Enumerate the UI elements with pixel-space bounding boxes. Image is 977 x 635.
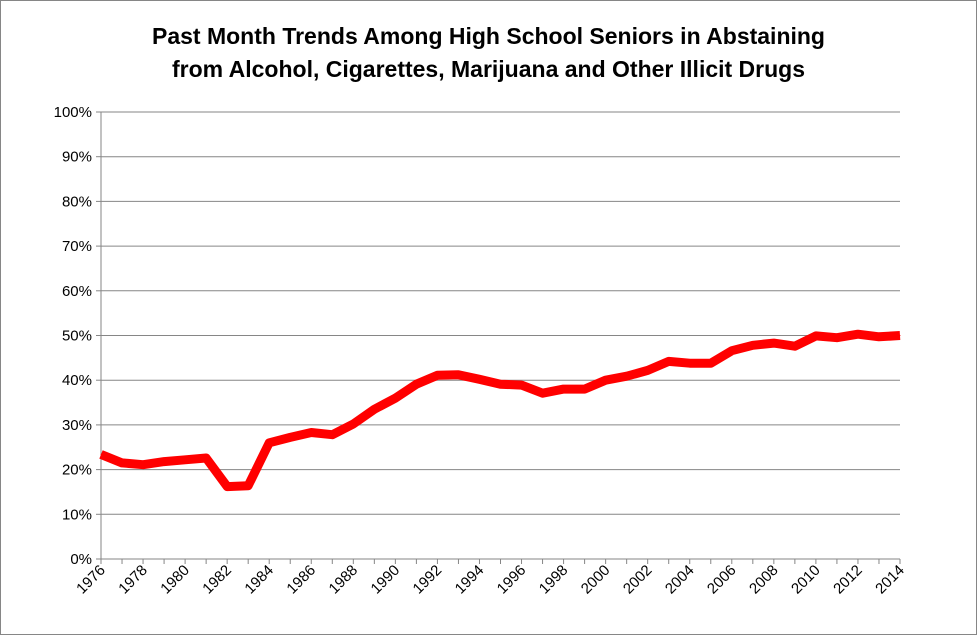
data-point [710,362,712,364]
data-point [794,345,796,347]
y-tick-label: 50% [62,328,92,345]
x-tick-label: 1984 [241,562,277,598]
data-point [647,369,649,371]
series-layer [99,329,901,492]
chart-title-line-1: Past Month Trends Among High School Seni… [152,23,825,49]
data-point [605,379,607,381]
y-tick-label: 70% [62,238,92,255]
x-tick-label: 2006 [704,562,740,598]
y-tick-label: 40% [62,372,92,389]
axes [96,111,901,564]
data-point [331,434,333,436]
data-point [373,408,375,410]
data-point [394,397,396,399]
data-point [268,442,270,444]
data-point [121,462,123,464]
data-point [542,392,544,394]
x-tick-label: 2008 [746,562,782,598]
x-tick-label: 2014 [872,562,908,598]
data-point [478,378,480,380]
y-tick-label: 30% [62,417,92,434]
x-tick-label: 1980 [157,562,193,598]
data-point [815,335,817,337]
data-point [731,350,733,352]
x-tick-label: 2004 [662,562,698,598]
x-tick-label: 1994 [452,562,488,598]
data-point [857,333,859,335]
x-tick-label: 2000 [578,562,614,598]
data-point [521,384,523,386]
chart-title: Past Month Trends Among High School Seni… [0,20,977,86]
y-axis-tick-labels: 0% 10% 20% 30% 40% 50% 60% 70% 80% 90% 100% [54,104,92,568]
y-tick-label: 60% [62,283,92,300]
data-point [289,436,291,438]
data-point [184,459,186,461]
x-tick-label: 1982 [199,562,235,598]
x-tick-label: 1996 [494,562,530,598]
x-tick-label: 2010 [788,562,824,598]
data-point [878,336,880,338]
x-tick-label: 1978 [115,562,151,598]
gridlines [101,111,900,515]
data-point [584,388,586,390]
y-tick-label: 100% [54,104,92,121]
data-point [668,360,670,362]
data-point [500,383,501,385]
data-point [457,374,459,376]
x-tick-label: 2002 [620,562,656,598]
x-tick-label: 2012 [830,562,866,598]
x-tick-label: 1990 [368,562,404,598]
data-point [563,388,565,390]
data-point [226,486,228,488]
data-point [352,423,354,425]
data-point [436,374,438,376]
x-tick-label: 1986 [283,562,319,598]
x-tick-label: 1988 [326,562,362,598]
data-point [752,344,754,346]
x-axis-tick-labels: 1976 1978 1980 1982 1984 1986 1988 1990 1992 1994… [73,562,908,598]
data-point [415,383,417,385]
y-tick-label: 20% [62,462,92,479]
chart-title-line-2: from Alcohol, Cigarettes, Marijuana and … [171,56,806,82]
data-point [689,362,691,364]
y-tick-label: 90% [62,149,92,166]
data-point [836,337,838,339]
data-point [205,457,207,459]
y-tick-label: 0% [70,551,92,568]
data-point [247,485,249,487]
y-tick-label: 80% [62,193,92,210]
data-point [142,464,144,466]
x-tick-label: 1992 [410,562,446,598]
data-point [899,335,901,336]
data-point [626,375,628,377]
series-line [99,329,901,492]
y-tick-label: 10% [62,506,92,523]
data-point [163,461,165,463]
x-tick-label: 1998 [536,562,572,598]
data-point [773,342,775,344]
data-point [310,431,312,433]
data-point [100,453,102,455]
